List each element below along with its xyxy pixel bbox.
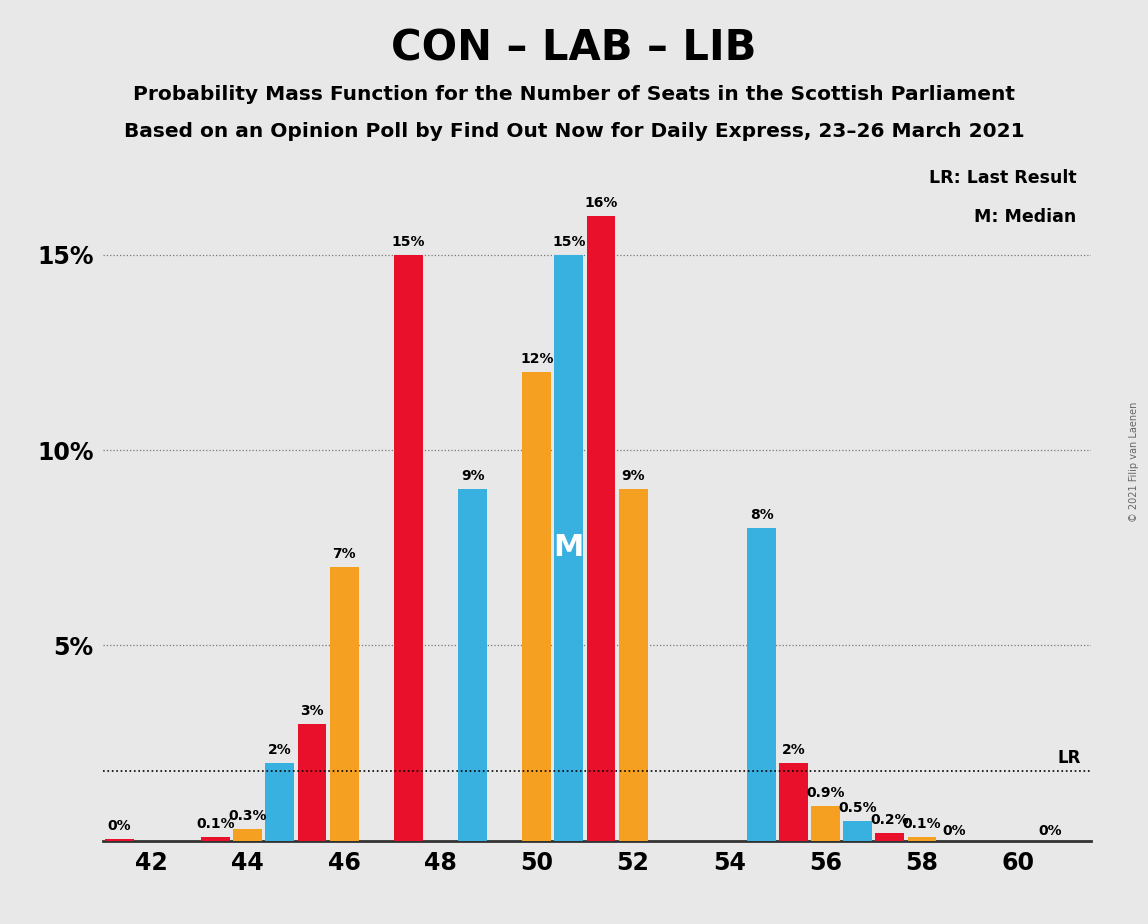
Text: M: Median: M: Median <box>974 208 1076 225</box>
Text: 2%: 2% <box>267 743 292 757</box>
Bar <box>329 567 358 841</box>
Text: 9%: 9% <box>460 469 484 483</box>
Text: 0.3%: 0.3% <box>228 809 267 823</box>
Bar <box>779 762 808 841</box>
Bar <box>458 489 487 841</box>
Text: Based on an Opinion Poll by Find Out Now for Daily Express, 23–26 March 2021: Based on an Opinion Poll by Find Out Now… <box>124 122 1024 141</box>
Bar <box>201 837 230 841</box>
Text: 0.1%: 0.1% <box>196 817 235 831</box>
Text: 0%: 0% <box>108 819 131 833</box>
Text: 15%: 15% <box>391 235 425 249</box>
Text: Probability Mass Function for the Number of Seats in the Scottish Parliament: Probability Mass Function for the Number… <box>133 85 1015 104</box>
Text: 0.5%: 0.5% <box>838 801 877 816</box>
Text: 16%: 16% <box>584 196 618 210</box>
Text: M: M <box>553 533 584 563</box>
Text: 0.9%: 0.9% <box>806 785 845 800</box>
Text: 3%: 3% <box>300 704 324 718</box>
Text: 0%: 0% <box>943 824 965 838</box>
Text: 8%: 8% <box>750 508 774 522</box>
Text: 12%: 12% <box>520 352 553 366</box>
Bar <box>844 821 872 841</box>
Bar <box>908 837 937 841</box>
Text: LR: LR <box>1057 748 1081 767</box>
Text: 9%: 9% <box>621 469 645 483</box>
Bar <box>233 829 262 841</box>
Bar <box>297 723 326 841</box>
Bar <box>394 255 422 841</box>
Bar <box>876 833 905 841</box>
Text: LR: Last Result: LR: Last Result <box>929 169 1076 187</box>
Bar <box>554 255 583 841</box>
Text: 0.1%: 0.1% <box>902 817 941 831</box>
Text: 15%: 15% <box>552 235 585 249</box>
Bar <box>522 372 551 841</box>
Bar <box>587 215 615 841</box>
Text: 0.2%: 0.2% <box>870 813 909 827</box>
Bar <box>747 529 776 841</box>
Text: 7%: 7% <box>332 548 356 562</box>
Text: 0%: 0% <box>1039 824 1062 838</box>
Text: © 2021 Filip van Laenen: © 2021 Filip van Laenen <box>1130 402 1139 522</box>
Text: 2%: 2% <box>782 743 806 757</box>
Bar <box>619 489 647 841</box>
Bar <box>265 762 294 841</box>
Bar <box>104 839 134 841</box>
Text: CON – LAB – LIB: CON – LAB – LIB <box>391 28 757 69</box>
Bar <box>812 806 840 841</box>
